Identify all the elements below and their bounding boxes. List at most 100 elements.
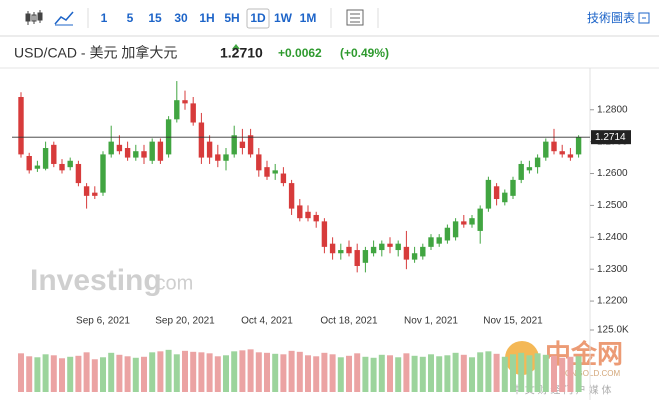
volume-bar [567,356,574,392]
candle-body [526,167,533,171]
candle-body [247,135,254,155]
watermark-brand: Investing [30,264,162,297]
y-tick-label: 1.2500 [597,200,628,211]
candle-body [215,154,221,161]
x-tick-label: Nov 15, 2021 [483,316,543,327]
candle-body [26,155,32,171]
volume-bar [165,349,172,392]
candle-body [198,122,205,158]
interval-button[interactable]: 5 [127,11,134,25]
toolbar-bg [0,0,659,36]
volume-bar [428,354,434,392]
volume-bar [67,356,74,392]
candle-body [428,237,434,247]
volume-bar [239,350,246,392]
candle-body [108,141,114,155]
candle-body [469,218,475,225]
volume-bar [575,356,582,392]
volume-bar [469,357,475,392]
candle-body [124,148,131,158]
candle-body [493,186,500,200]
line-icon[interactable] [54,11,74,25]
volume-bar [132,357,139,392]
interval-button[interactable]: 1 [101,11,108,25]
volume-bar [362,356,369,392]
volume-bar [264,352,270,392]
interval-button[interactable]: 5H [224,11,239,25]
tech-chart-link[interactable]: 技術圖表 [587,11,635,25]
candle-body [239,141,246,149]
volume-tick-label: 125.0K [597,325,629,336]
volume-bar [206,353,213,392]
candle-body [444,227,451,241]
up-arrow [232,44,240,49]
interval-button[interactable]: 30 [174,11,188,25]
interval-button[interactable]: 1H [199,11,214,25]
candle-body [141,151,147,158]
interval-button[interactable]: 15 [148,11,162,25]
volume-bar [313,356,320,392]
candle-body [133,151,139,158]
pair-title: USD/CAD - 美元 加拿大元 [14,45,177,61]
x-tick-label: Oct 4, 2021 [241,316,293,327]
volume-bar [534,353,541,392]
volume-bar [255,352,262,392]
table-icon[interactable] [346,9,364,26]
candle-body [354,250,360,266]
candle-body [379,243,385,251]
volume-bar [337,357,344,392]
candle-body [575,137,582,155]
candle-body [42,148,49,169]
candle-body [502,192,508,203]
volume-bar [460,354,467,392]
volume-bar [100,357,106,392]
candle-body [272,170,278,174]
volume-bar [354,353,361,392]
candle-body [34,165,41,169]
candle-body [436,237,442,244]
volume-bar [452,352,459,392]
volume-bar [34,357,41,392]
volume-bar [403,353,410,392]
volume-bar [395,357,402,392]
interval-button[interactable]: 1M [300,11,317,25]
candle-body [403,246,410,260]
candle-body [288,183,295,209]
candle-body [420,246,426,257]
candle-body [477,208,483,231]
volume-bar [59,358,65,392]
interval-button[interactable]: 1D [250,11,266,25]
candle-body [83,186,90,196]
candle-body [223,154,229,161]
tech-chart-icon[interactable] [638,12,650,24]
volume-bar [419,356,426,392]
volume-bar [329,354,336,392]
watermark-domain: .com [150,272,193,294]
x-tick-label: Sep 20, 2021 [155,316,215,327]
candle-icon[interactable] [25,10,43,25]
candle-body [518,163,524,180]
candle-body [321,221,328,247]
interval-button[interactable]: 1W [274,11,293,25]
candle-body [51,144,57,164]
volume-bar [436,356,443,392]
candle-body [256,154,262,171]
volume-bar [247,349,254,392]
candle-body [206,141,213,158]
candle-body [305,211,311,219]
y-tick-label: 1.2800 [597,104,628,115]
volume-bar [559,357,566,392]
volume-bar [288,350,295,392]
volume-bar [173,354,180,392]
volume-bar [280,354,287,392]
candle-body [67,160,73,168]
volume-bar [370,357,377,392]
volume-bar [493,353,500,392]
toolbar: 技術圖表 [0,0,659,37]
volume-bar [124,356,131,392]
volume-bar [485,351,492,392]
volume-bar [501,356,508,392]
active-interval-box [246,8,270,29]
volume-bar [305,355,311,392]
volume-bar [108,352,115,392]
